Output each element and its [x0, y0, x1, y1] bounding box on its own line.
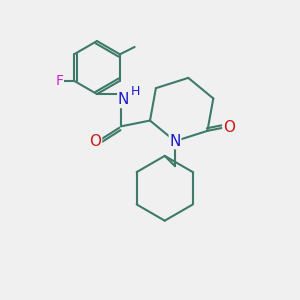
Text: N: N: [118, 92, 129, 107]
Text: F: F: [55, 74, 63, 88]
Text: O: O: [223, 120, 235, 135]
Text: H: H: [131, 85, 141, 98]
Text: N: N: [169, 134, 181, 149]
Text: O: O: [89, 134, 101, 149]
